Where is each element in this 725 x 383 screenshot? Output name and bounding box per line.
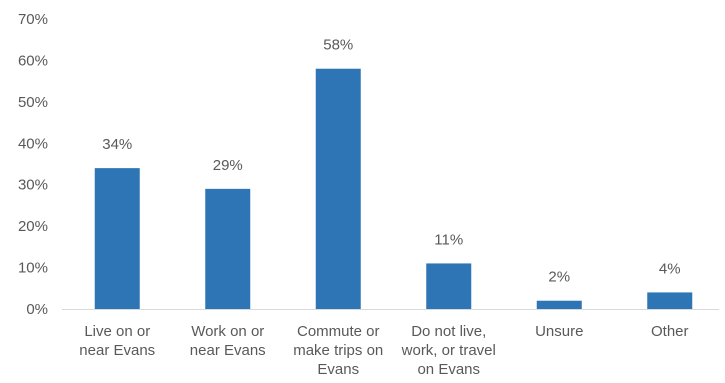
y-tick-label: 0% <box>26 301 48 318</box>
data-labels: 34% 29% 58% 11% 2% 4% <box>102 37 680 286</box>
category-label-line: Commute or <box>297 323 380 340</box>
category-label-line: Other <box>651 323 689 340</box>
y-tick-label: 60% <box>18 52 48 69</box>
bar <box>205 188 251 309</box>
category-label-line: Live on or <box>84 323 150 340</box>
category-label: Do not live, work, or travel on Evans <box>401 323 496 378</box>
category-label: Commute or make trips on Evans <box>293 323 383 378</box>
y-tick-label: 50% <box>18 94 48 111</box>
y-axis: 0% 10% 20% 30% 40% 50% 60% 70% <box>18 11 48 318</box>
y-tick-label: 10% <box>18 260 48 277</box>
category-label-line: Unsure <box>535 323 583 340</box>
category-label-line: work, or travel <box>401 342 496 359</box>
category-label-line: Do not live, <box>411 323 486 340</box>
category-label-line: near Evans <box>190 342 266 359</box>
category-label: Other <box>651 323 689 340</box>
category-label: Work on or near Evans <box>190 323 266 359</box>
category-label: Unsure <box>535 323 583 340</box>
bar <box>315 68 361 309</box>
category-label-line: make trips on <box>293 342 383 359</box>
bar <box>426 263 472 309</box>
x-axis: Live on or near Evans Work on or near Evans… <box>79 323 688 378</box>
category-label: Live on or near Evans <box>79 323 155 359</box>
data-label: 11% <box>434 231 463 248</box>
bar <box>94 168 140 309</box>
data-label: 29% <box>213 157 243 174</box>
category-label-line: Work on or <box>191 323 264 340</box>
category-label-line: near Evans <box>79 342 155 359</box>
category-label-line: Evans <box>317 361 359 378</box>
bar <box>536 300 582 309</box>
y-tick-label: 70% <box>18 11 48 28</box>
category-label-line: on Evans <box>417 361 480 378</box>
data-label: 34% <box>102 136 132 153</box>
data-label: 58% <box>323 37 353 54</box>
y-tick-label: 30% <box>18 177 48 194</box>
bars <box>94 68 693 309</box>
y-tick-label: 40% <box>18 135 48 152</box>
y-tick-label: 20% <box>18 218 48 235</box>
data-label: 2% <box>548 269 570 286</box>
bar <box>647 292 693 309</box>
data-label: 4% <box>659 260 681 277</box>
